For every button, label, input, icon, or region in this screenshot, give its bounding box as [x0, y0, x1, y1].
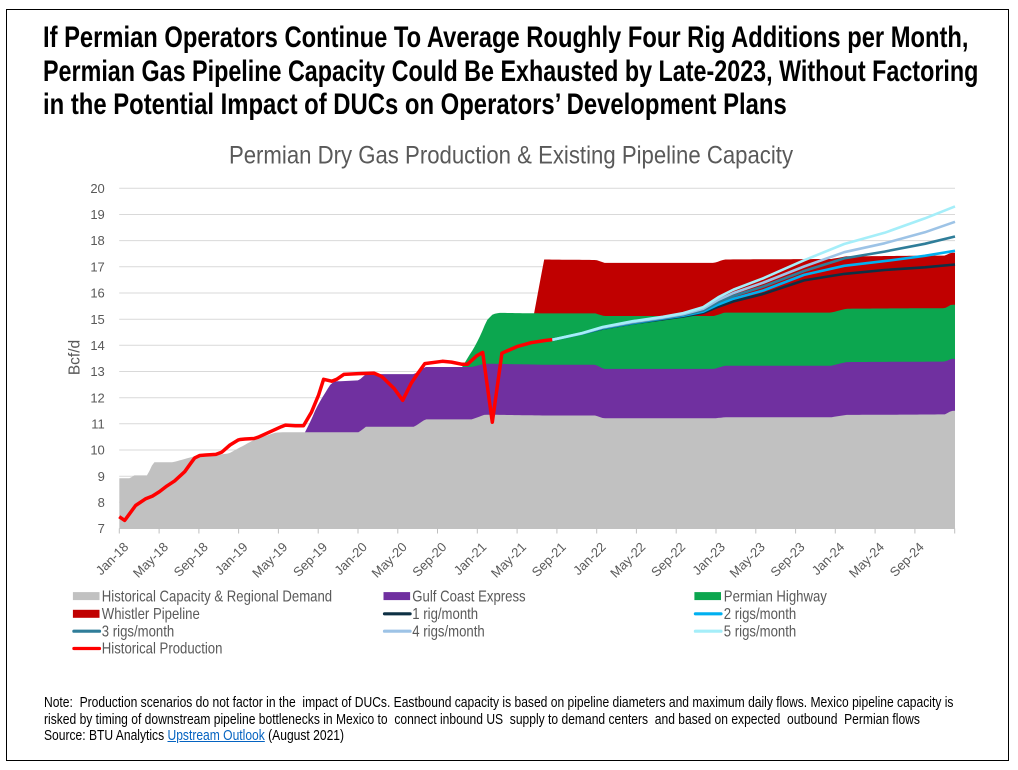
svg-text:Jan-21: Jan-21: [451, 539, 490, 578]
svg-text:Sep-20: Sep-20: [409, 539, 449, 579]
svg-text:8: 8: [98, 495, 105, 510]
svg-text:1 rig/month: 1 rig/month: [412, 606, 478, 623]
svg-text:12: 12: [90, 390, 104, 405]
svg-text:20: 20: [90, 181, 104, 196]
svg-text:Jan-18: Jan-18: [93, 539, 132, 578]
svg-text:2 rigs/month: 2 rigs/month: [724, 606, 796, 623]
svg-text:16: 16: [90, 286, 104, 301]
svg-text:3 rigs/month: 3 rigs/month: [102, 624, 174, 641]
svg-text:Sep-22: Sep-22: [648, 539, 688, 579]
svg-text:Sep-19: Sep-19: [290, 539, 330, 579]
svg-text:May-20: May-20: [369, 539, 410, 580]
svg-text:May-18: May-18: [130, 539, 171, 580]
svg-text:4 rigs/month: 4 rigs/month: [412, 624, 484, 641]
svg-text:May-23: May-23: [727, 539, 768, 580]
svg-text:Sep-18: Sep-18: [171, 539, 211, 579]
svg-text:Gulf Coast Express: Gulf Coast Express: [412, 588, 525, 605]
svg-text:Sep-24: Sep-24: [887, 539, 927, 579]
svg-text:18: 18: [90, 233, 104, 248]
svg-text:Jan-24: Jan-24: [809, 539, 848, 578]
svg-text:May-21: May-21: [488, 539, 529, 580]
svg-text:7: 7: [98, 521, 105, 536]
svg-text:Sep-23: Sep-23: [767, 539, 807, 579]
svg-text:Historical Production: Historical Production: [102, 641, 223, 658]
svg-text:10: 10: [90, 443, 104, 458]
svg-text:Sep-21: Sep-21: [529, 539, 569, 579]
svg-text:Jan-19: Jan-19: [212, 539, 251, 578]
svg-text:Whistler Pipeline: Whistler Pipeline: [102, 606, 200, 623]
svg-text:May-22: May-22: [607, 539, 648, 580]
svg-text:Historical Capacity & Regional: Historical Capacity & Regional Demand: [102, 588, 332, 605]
svg-text:19: 19: [90, 207, 104, 222]
svg-text:13: 13: [90, 364, 104, 379]
svg-text:17: 17: [90, 259, 104, 274]
svg-text:11: 11: [91, 416, 105, 431]
svg-text:May-24: May-24: [846, 539, 887, 580]
svg-text:9: 9: [98, 469, 105, 484]
svg-text:Jan-20: Jan-20: [331, 539, 370, 578]
svg-text:Permian Highway: Permian Highway: [724, 588, 828, 605]
svg-text:Jan-23: Jan-23: [689, 539, 728, 578]
svg-text:May-19: May-19: [249, 539, 290, 580]
svg-text:Permian Dry Gas Production & E: Permian Dry Gas Production & Existing Pi…: [229, 142, 793, 170]
svg-text:Bcf/d: Bcf/d: [67, 340, 84, 375]
svg-text:14: 14: [90, 338, 104, 353]
svg-text:Jan-22: Jan-22: [570, 539, 609, 578]
svg-text:5 rigs/month: 5 rigs/month: [724, 624, 796, 641]
svg-text:15: 15: [90, 312, 104, 327]
